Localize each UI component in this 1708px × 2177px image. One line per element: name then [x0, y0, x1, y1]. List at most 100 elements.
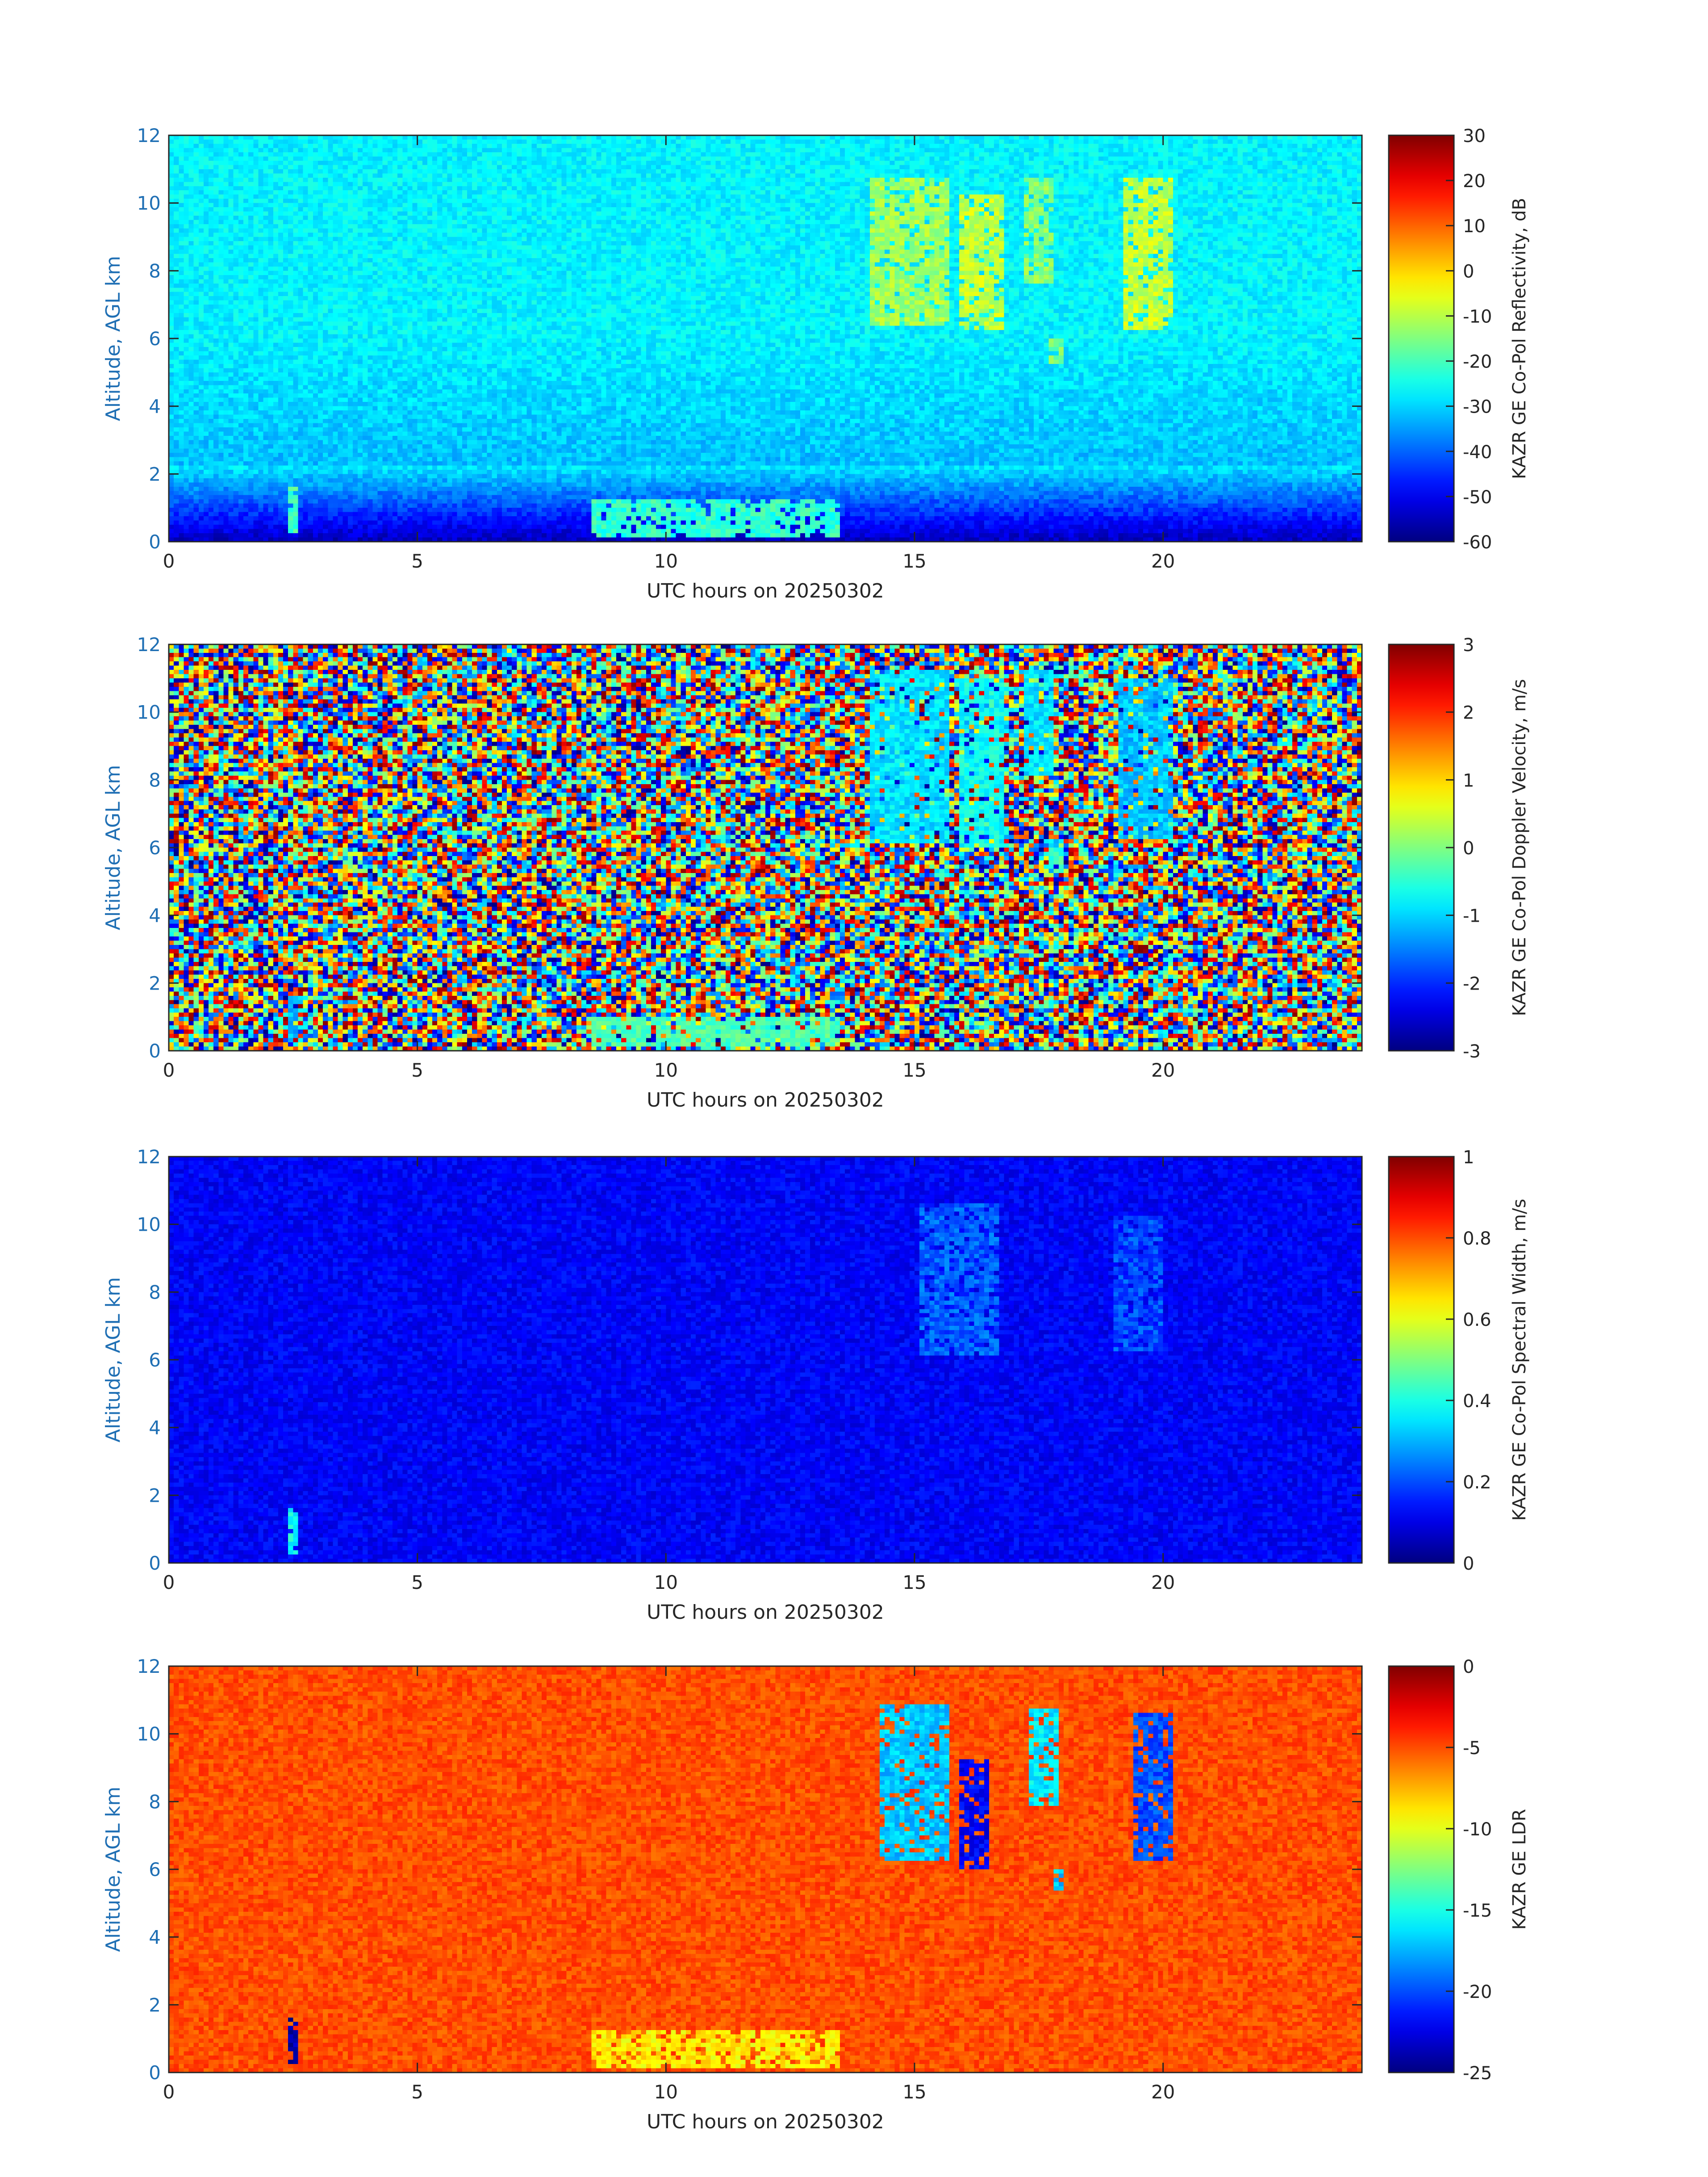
colorbar-gradient [1388, 643, 1455, 1052]
y-tick-label: 12 [137, 125, 161, 146]
y-axis-label: Altitude, AGL km [102, 765, 125, 930]
colorbar-tick-label: 0.4 [1463, 1391, 1491, 1412]
x-tick-label: 0 [163, 550, 175, 572]
colorbar-tick-label: 20 [1463, 171, 1486, 192]
colorbar-tick-label: 1 [1463, 1147, 1474, 1168]
x-tick-label: 0 [163, 1059, 175, 1081]
y-axis-label: Altitude, AGL km [102, 1787, 125, 1952]
panel-reflectivity: 0 5 10 15 20 UTC hours on 20250302 0 2 4 6 8 10 12 Al… [102, 125, 1530, 602]
y-tick-label: 8 [149, 1281, 161, 1303]
x-tick-label: 15 [902, 1571, 926, 1593]
colorbar-tick-label: -5 [1463, 1738, 1481, 1759]
y-tick-label: 12 [137, 634, 161, 656]
y-tick-label: 2 [149, 463, 161, 485]
colorbar-tick-label: 0.8 [1463, 1228, 1491, 1249]
colorbar: -60 -50 -40 -30 -20 -10 0 10 20 30 KAZR GE Co-Pol … [1388, 126, 1530, 553]
y-axis-label: Altitude, AGL km [102, 256, 125, 421]
x-axis-label: UTC hours on 20250302 [647, 2110, 884, 2133]
y-tick-label: 8 [149, 260, 161, 282]
x-tick-label: 15 [902, 1059, 926, 1081]
colorbar-tick-label: -50 [1463, 487, 1492, 508]
colorbar-gradient [1388, 134, 1455, 543]
colorbar-tick-label: -40 [1463, 442, 1492, 463]
y-tick-label: 8 [149, 1791, 161, 1813]
colorbar: 0 0.2 0.4 0.6 0.8 1 KAZR GE Co-Pol Spectral Wi… [1388, 1147, 1530, 1574]
colorbar-gradient [1388, 1156, 1455, 1564]
y-tick-label: 0 [149, 1040, 161, 1062]
colorbar-tick-label: -2 [1463, 974, 1481, 994]
panel-ldr: 0 5 10 15 20 UTC hours on 20250302 0 2 4 6 8 10 12 Al… [102, 1655, 1530, 2133]
colorbar-tick-label: 0 [1463, 1554, 1474, 1574]
heatmap-image [169, 1666, 1362, 2073]
x-tick-label: 0 [163, 2081, 175, 2103]
x-axis-label: UTC hours on 20250302 [647, 580, 884, 602]
colorbar-tick-label: -25 [1463, 2063, 1492, 2084]
y-tick-label: 12 [137, 1146, 161, 1168]
colorbar-label: KAZR GE Co-Pol Reflectivity, dB [1509, 198, 1530, 479]
y-tick-label: 10 [137, 702, 161, 723]
y-tick-label: 10 [137, 1214, 161, 1236]
colorbar-gradient [1388, 1665, 1455, 2073]
colorbar-label: KAZR GE Co-Pol Spectral Width, m/s [1509, 1199, 1530, 1521]
colorbar-tick-label: 3 [1463, 635, 1474, 656]
colorbar-tick-label: -3 [1463, 1041, 1481, 1062]
colorbar-tick-label: -20 [1463, 1982, 1492, 2002]
colorbar-tick-label: -15 [1463, 1901, 1492, 1921]
heatmap-image [169, 135, 1362, 542]
y-tick-label: 12 [137, 1655, 161, 1677]
x-tick-label: 15 [902, 2081, 926, 2103]
colorbar-tick-label: 0 [1463, 1657, 1474, 1677]
colorbar-tick-label: 10 [1463, 216, 1486, 237]
y-tick-label: 10 [137, 192, 161, 214]
colorbar: -25 -20 -15 -10 -5 0 KAZR GE LDR [1388, 1657, 1530, 2084]
x-tick-label: 5 [411, 1571, 423, 1593]
colorbar-tick-label: -1 [1463, 906, 1481, 927]
x-axis-label: UTC hours on 20250302 [647, 1089, 884, 1111]
x-tick-label: 10 [654, 550, 678, 572]
y-tick-label: 2 [149, 1994, 161, 2016]
y-tick-label: 4 [149, 905, 161, 927]
y-tick-label: 6 [149, 1859, 161, 1880]
y-tick-label: 2 [149, 972, 161, 994]
colorbar-tick-label: 30 [1463, 126, 1486, 146]
y-tick-label: 6 [149, 837, 161, 859]
x-tick-label: 0 [163, 1571, 175, 1593]
colorbar-tick-label: 0.2 [1463, 1472, 1491, 1493]
x-tick-label: 20 [1151, 2081, 1175, 2103]
colorbar: -3 -2 -1 0 1 2 3 KAZR GE Co-Pol Doppler Velocit… [1388, 635, 1530, 1062]
y-tick-label: 6 [149, 328, 161, 350]
x-tick-label: 10 [654, 1571, 678, 1593]
x-tick-label: 20 [1151, 1059, 1175, 1081]
colorbar-tick-label: -20 [1463, 352, 1492, 372]
colorbar-label: KAZR GE LDR [1509, 1809, 1530, 1930]
colorbar-tick-label: 0 [1463, 261, 1474, 282]
y-tick-label: 8 [149, 769, 161, 791]
x-tick-label: 20 [1151, 1571, 1175, 1593]
y-tick-label: 4 [149, 1417, 161, 1439]
colorbar-tick-label: 1 [1463, 770, 1474, 791]
x-tick-label: 5 [411, 1059, 423, 1081]
colorbar-tick-label: 0.6 [1463, 1310, 1491, 1330]
y-tick-label: 0 [149, 1552, 161, 1574]
y-tick-label: 4 [149, 396, 161, 418]
x-tick-label: 20 [1151, 550, 1175, 572]
y-tick-label: 0 [149, 531, 161, 553]
heatmap-image [169, 644, 1362, 1051]
y-tick-label: 6 [149, 1349, 161, 1371]
x-axis-label: UTC hours on 20250302 [647, 1601, 884, 1624]
heatmap-image [169, 1157, 1362, 1563]
x-tick-label: 10 [654, 2081, 678, 2103]
colorbar-tick-label: -10 [1463, 1819, 1492, 1840]
x-tick-label: 15 [902, 550, 926, 572]
colorbar-tick-label: -30 [1463, 397, 1492, 418]
x-tick-label: 5 [411, 550, 423, 572]
colorbar-tick-label: 0 [1463, 838, 1474, 859]
x-tick-label: 5 [411, 2081, 423, 2103]
y-tick-label: 4 [149, 1926, 161, 1948]
colorbar-tick-label: 2 [1463, 703, 1474, 723]
colorbar-tick-label: -10 [1463, 306, 1492, 327]
